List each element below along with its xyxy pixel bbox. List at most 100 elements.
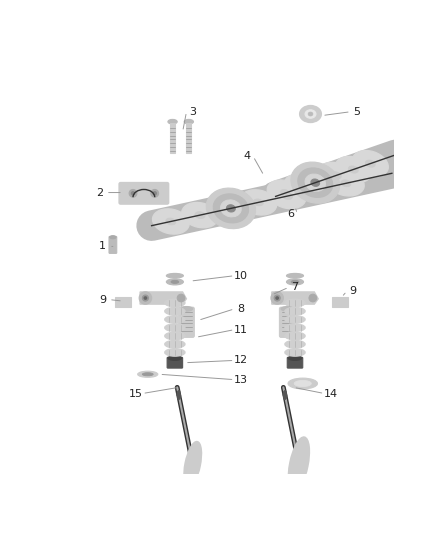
Ellipse shape — [165, 299, 185, 306]
Bar — [115, 296, 131, 308]
Ellipse shape — [283, 192, 293, 199]
Circle shape — [153, 192, 156, 195]
Circle shape — [274, 295, 280, 301]
Ellipse shape — [226, 205, 235, 212]
Ellipse shape — [281, 306, 293, 311]
Ellipse shape — [166, 279, 184, 285]
Ellipse shape — [195, 212, 205, 219]
Ellipse shape — [165, 332, 185, 340]
Ellipse shape — [311, 179, 320, 187]
Ellipse shape — [285, 349, 305, 356]
Ellipse shape — [165, 316, 185, 323]
Ellipse shape — [224, 205, 234, 212]
Ellipse shape — [168, 356, 182, 360]
Ellipse shape — [328, 171, 364, 196]
Ellipse shape — [289, 437, 309, 491]
Ellipse shape — [312, 186, 322, 193]
Ellipse shape — [305, 110, 316, 118]
Ellipse shape — [182, 203, 219, 228]
Ellipse shape — [288, 378, 318, 389]
Ellipse shape — [352, 150, 389, 177]
Text: 5: 5 — [353, 107, 360, 117]
Ellipse shape — [335, 156, 371, 183]
Ellipse shape — [291, 280, 299, 284]
Ellipse shape — [253, 199, 263, 206]
Ellipse shape — [300, 106, 321, 123]
Ellipse shape — [166, 218, 176, 225]
Text: 13: 13 — [234, 375, 248, 385]
Text: 11: 11 — [234, 325, 248, 335]
Ellipse shape — [348, 166, 358, 173]
Ellipse shape — [240, 190, 277, 215]
Bar — [187, 123, 191, 152]
Ellipse shape — [180, 306, 193, 311]
Text: 1: 1 — [99, 241, 106, 252]
Circle shape — [139, 292, 152, 304]
FancyBboxPatch shape — [287, 357, 303, 368]
Text: 9: 9 — [350, 286, 357, 296]
Bar — [170, 123, 175, 152]
Ellipse shape — [166, 273, 184, 278]
Ellipse shape — [365, 160, 375, 167]
Circle shape — [309, 294, 317, 302]
Ellipse shape — [206, 188, 255, 229]
Ellipse shape — [294, 381, 311, 386]
FancyBboxPatch shape — [167, 357, 183, 368]
Ellipse shape — [297, 183, 307, 191]
Polygon shape — [272, 292, 318, 304]
Ellipse shape — [285, 332, 305, 340]
Text: 9: 9 — [99, 295, 106, 304]
Ellipse shape — [283, 391, 286, 397]
FancyBboxPatch shape — [179, 308, 194, 337]
Circle shape — [144, 297, 147, 299]
Ellipse shape — [314, 177, 324, 185]
Ellipse shape — [267, 180, 303, 206]
Text: 4: 4 — [244, 151, 251, 161]
Ellipse shape — [211, 196, 247, 221]
Ellipse shape — [331, 172, 341, 179]
Text: 15: 15 — [129, 389, 143, 399]
Ellipse shape — [285, 299, 305, 306]
Circle shape — [151, 189, 159, 197]
Ellipse shape — [152, 209, 189, 234]
Ellipse shape — [305, 174, 325, 191]
Ellipse shape — [288, 356, 302, 360]
Text: 10: 10 — [234, 271, 248, 281]
Ellipse shape — [285, 308, 305, 315]
Ellipse shape — [213, 194, 249, 223]
Circle shape — [131, 192, 134, 195]
Ellipse shape — [184, 442, 201, 487]
Ellipse shape — [284, 174, 320, 200]
Ellipse shape — [341, 180, 351, 187]
FancyBboxPatch shape — [119, 182, 169, 204]
FancyBboxPatch shape — [279, 308, 295, 337]
Ellipse shape — [165, 308, 185, 315]
Ellipse shape — [286, 279, 304, 285]
Polygon shape — [140, 292, 187, 304]
Ellipse shape — [221, 200, 241, 217]
Circle shape — [177, 294, 185, 302]
Ellipse shape — [184, 119, 194, 124]
Ellipse shape — [110, 236, 116, 239]
Ellipse shape — [280, 189, 290, 197]
Ellipse shape — [318, 162, 354, 189]
Ellipse shape — [301, 168, 337, 195]
Circle shape — [276, 297, 278, 299]
Circle shape — [142, 295, 148, 301]
Circle shape — [129, 189, 137, 197]
Ellipse shape — [171, 280, 179, 284]
Ellipse shape — [291, 162, 339, 203]
Text: 8: 8 — [237, 304, 244, 314]
Ellipse shape — [285, 324, 305, 332]
Ellipse shape — [298, 168, 333, 198]
Ellipse shape — [168, 119, 177, 124]
Ellipse shape — [285, 316, 305, 323]
Ellipse shape — [285, 341, 305, 348]
Text: 7: 7 — [291, 282, 299, 292]
Text: 12: 12 — [234, 356, 248, 366]
Ellipse shape — [269, 183, 306, 209]
Ellipse shape — [286, 273, 304, 278]
Ellipse shape — [165, 349, 185, 356]
Ellipse shape — [298, 177, 335, 203]
Ellipse shape — [165, 324, 185, 332]
